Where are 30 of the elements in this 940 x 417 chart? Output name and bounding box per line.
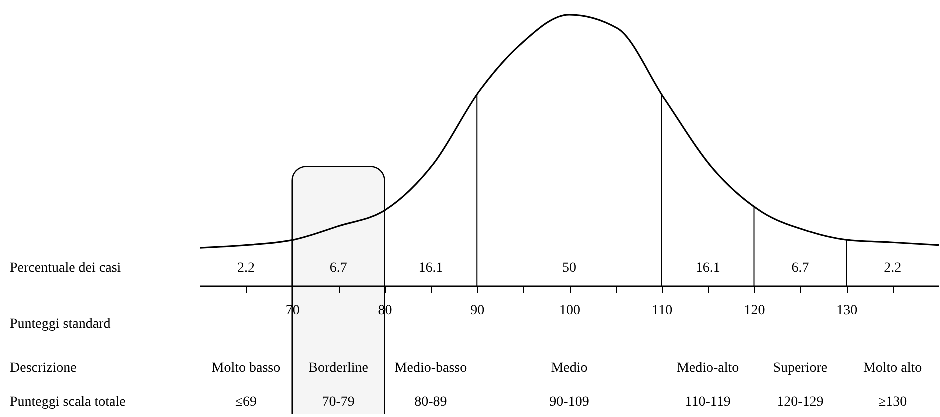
text: Punteggi standard [10, 317, 111, 332]
text: 80-89 [414, 395, 448, 410]
annotation: 50 [562, 261, 576, 276]
text: Molto basso [212, 361, 281, 376]
text: Medio-basso [394, 361, 468, 376]
text: 90-109 [550, 395, 590, 410]
text: Punteggi scala totale [10, 395, 126, 410]
x-tick-label: 110 [652, 304, 673, 318]
annotation: 6.7 [792, 261, 810, 276]
x-tick-label: 130 [836, 304, 858, 318]
text: Descrizione [10, 361, 77, 376]
annotation: 16.1 [696, 261, 720, 276]
text: 110-119 [685, 395, 731, 410]
text: Borderline [308, 361, 368, 376]
text: 120-129 [777, 395, 824, 410]
text: ≥130 [878, 395, 908, 410]
text: Medio-alto [676, 361, 740, 376]
annotation: 6.7 [330, 261, 348, 276]
text: Molto alto [863, 361, 922, 376]
text: Percentuale dei casi [10, 261, 122, 276]
x-tick-label: 120 [744, 304, 766, 318]
annotation: 2.2 [237, 261, 255, 276]
text: Superiore [773, 361, 828, 376]
text: Medio [551, 361, 588, 376]
text: ≤69 [235, 395, 258, 410]
annotation: 16.1 [418, 261, 444, 276]
annotation: 2.2 [884, 261, 902, 276]
x-tick-label: 90 [470, 304, 485, 318]
x-tick-label: 100 [560, 304, 580, 318]
text: 70-79 [322, 395, 355, 410]
